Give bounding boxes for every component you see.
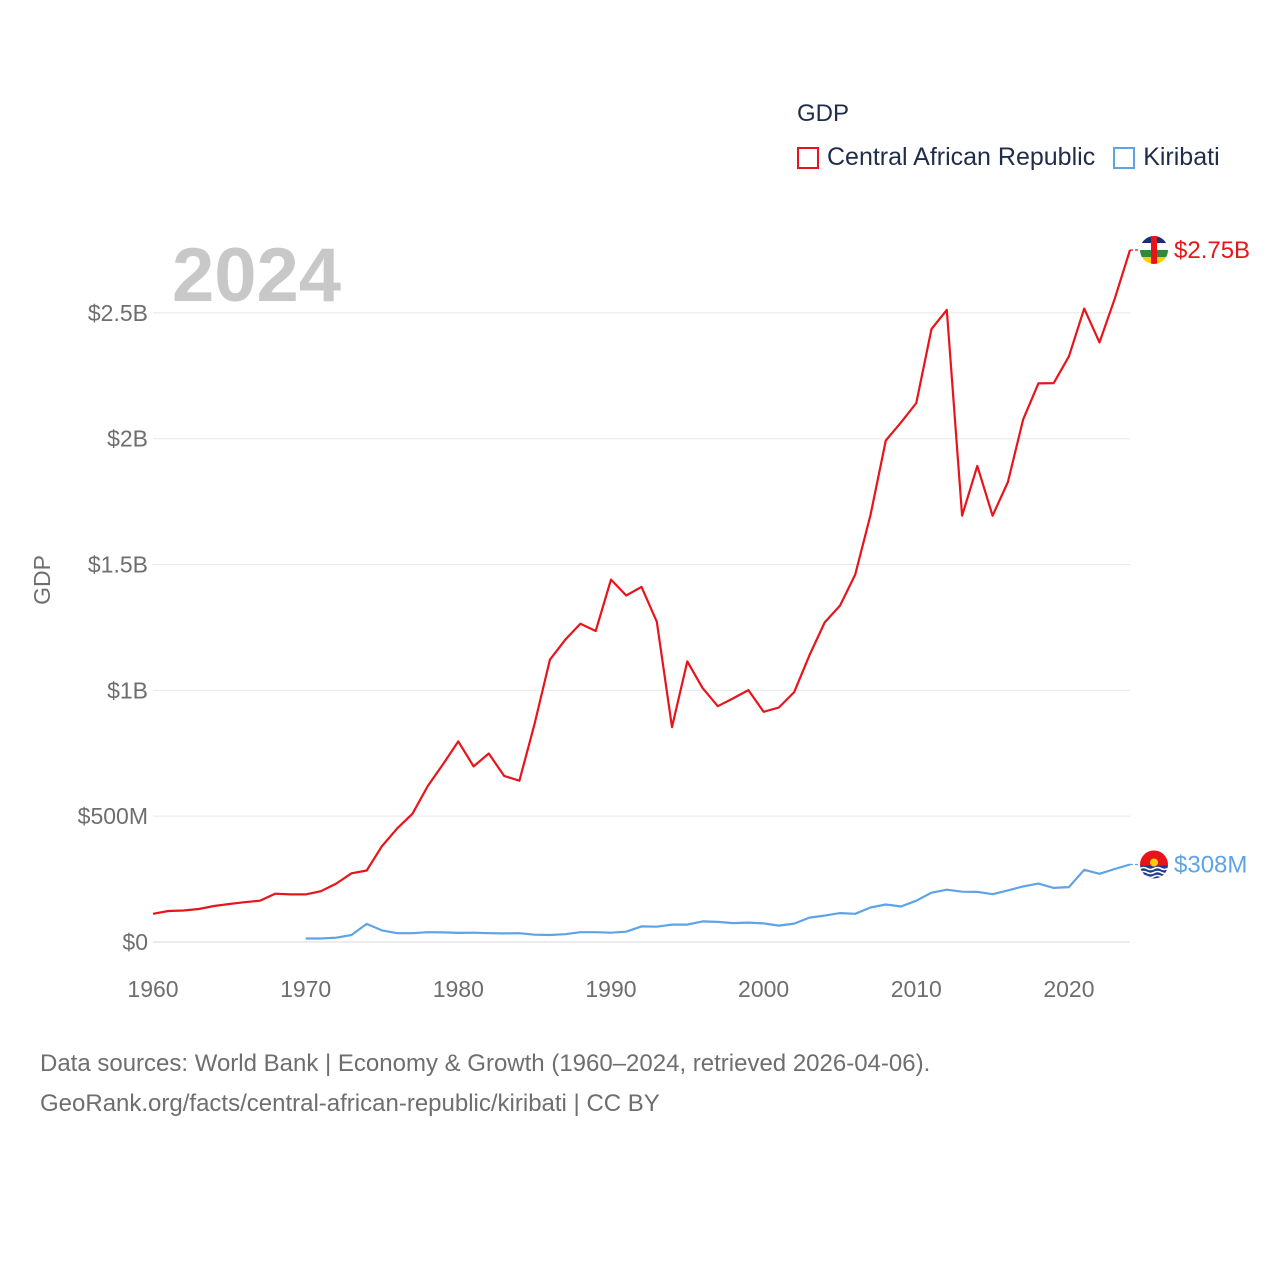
source-line-2: GeoRank.org/facts/central-african-republ…	[40, 1090, 660, 1117]
central-african-republic-flag-icon	[1140, 236, 1168, 264]
legend-item-kiribati[interactable]: Kiribati	[1113, 143, 1220, 172]
kiribati-flag-icon	[1140, 850, 1168, 879]
legend-item-central-african-republic[interactable]: Central African Republic	[797, 143, 1095, 172]
x-tick-label: 2010	[891, 976, 942, 1002]
x-tick-label: 2020	[1043, 976, 1094, 1002]
source-line-1: Data sources: World Bank | Economy & Gro…	[40, 1050, 931, 1077]
x-tick-label: 1990	[585, 976, 636, 1002]
series-line-central-african-republic	[152, 249, 1132, 915]
source-note: Data sources: World Bank | Economy & Gro…	[40, 1044, 930, 1124]
end-value-label-kiribati: $308M	[1174, 851, 1247, 878]
legend-swatch-kiribati	[1113, 146, 1136, 169]
y-tick-label: $1B	[107, 677, 148, 703]
x-tick-label: 2000	[738, 976, 789, 1002]
year-watermark: 2024	[172, 233, 342, 318]
legend: Central African Republic Kiribati	[797, 143, 1238, 172]
y-tick-label: $1.5B	[88, 552, 148, 578]
y-tick-label: $0	[122, 929, 148, 955]
end-value-label-central-african-republic: $2.75B	[1174, 237, 1250, 264]
y-axis-label: GDP	[29, 555, 55, 605]
y-tick-label: $500M	[78, 803, 148, 829]
y-tick-label: $2.5B	[88, 300, 148, 326]
legend-label-central-african-republic: Central African Republic	[827, 143, 1096, 171]
x-tick-label: 1960	[127, 976, 178, 1002]
x-tick-label: 1980	[433, 976, 484, 1002]
legend-swatch-central-african-republic	[797, 146, 819, 169]
legend-title: GDP	[797, 100, 850, 127]
y-tick-label: $2B	[107, 426, 148, 452]
x-tick-label: 1970	[280, 976, 331, 1002]
series-line-kiribati	[305, 863, 1131, 940]
legend-label-kiribati: Kiribati	[1143, 143, 1220, 171]
